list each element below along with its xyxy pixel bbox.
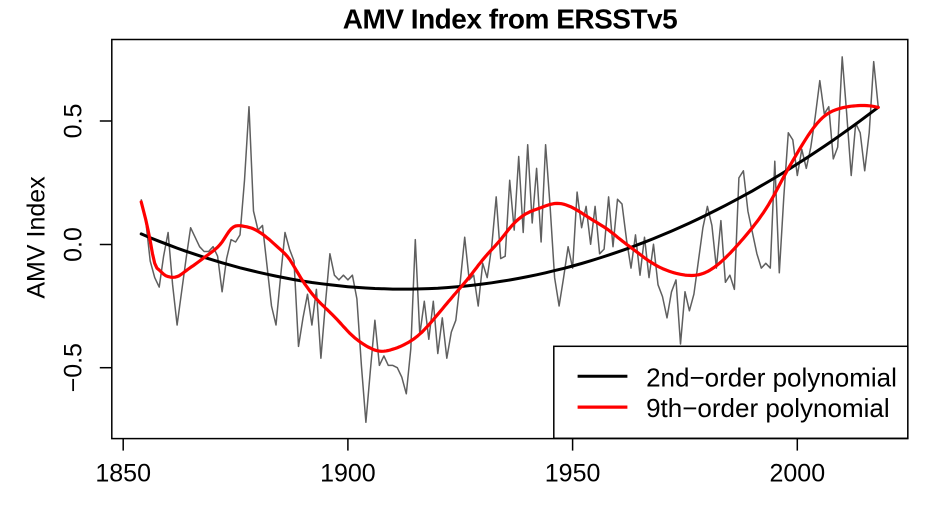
svg-text:1850: 1850 (95, 459, 151, 487)
svg-text:2000: 2000 (769, 459, 825, 487)
svg-text:−0.5: −0.5 (59, 343, 87, 392)
svg-text:AMV Index: AMV Index (22, 176, 50, 299)
svg-text:1900: 1900 (320, 459, 376, 487)
svg-text:0.5: 0.5 (59, 104, 87, 139)
svg-text:9th−order polynomial: 9th−order polynomial (646, 393, 890, 423)
svg-text:AMV Index from ERSSTv5: AMV Index from ERSSTv5 (343, 4, 677, 35)
svg-text:1950: 1950 (545, 459, 601, 487)
svg-text:2nd−order polynomial: 2nd−order polynomial (646, 362, 897, 392)
svg-text:0.0: 0.0 (59, 227, 87, 262)
